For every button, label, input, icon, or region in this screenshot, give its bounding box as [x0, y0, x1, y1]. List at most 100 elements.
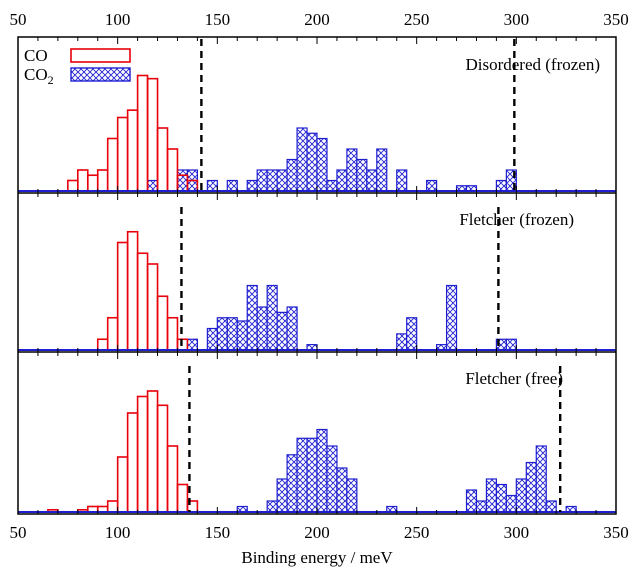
co2-bar: [286, 454, 298, 513]
co2-bar: [495, 179, 507, 192]
co2-bar: [396, 169, 408, 192]
co2-bar: [236, 320, 248, 351]
co-bar: [126, 412, 139, 513]
bottom-tick-label: 200: [304, 523, 330, 542]
co-bar: [156, 127, 169, 192]
legend-swatch-co: [70, 48, 131, 63]
co-bar: [166, 148, 179, 192]
co-bar: [136, 252, 149, 351]
co2-bar: [316, 428, 328, 513]
co2-bar: [366, 169, 378, 192]
co2-bar: [266, 169, 278, 192]
co2-bar: [336, 169, 348, 192]
co2-bar: [336, 467, 348, 513]
co2-bar: [525, 461, 537, 513]
co2-bar: [226, 179, 238, 192]
legend-label: CO2: [24, 65, 54, 87]
co2-bar: [276, 169, 288, 192]
top-tick-label: 150: [205, 10, 231, 29]
co2-bar: [296, 437, 308, 513]
top-tick-label: 100: [105, 10, 131, 29]
co-bar: [166, 445, 179, 513]
co-bar: [176, 483, 189, 513]
co2-bar: [406, 317, 418, 351]
legend-swatch-co2: [70, 67, 131, 82]
co2-bar: [286, 158, 298, 192]
co-bar: [146, 77, 159, 192]
co2-bar: [396, 333, 408, 351]
co2-bar: [326, 445, 338, 513]
co2-bar: [266, 284, 278, 351]
co-bar: [126, 109, 139, 192]
co2-bar: [276, 478, 288, 513]
co-bar: [146, 263, 159, 351]
co2-bar: [186, 338, 198, 351]
co2-bar: [246, 284, 258, 351]
co2-bar: [356, 158, 368, 192]
top-tick-label: 50: [10, 10, 27, 29]
co-bar: [106, 500, 119, 513]
co2-bar: [346, 478, 358, 513]
co2-bar: [465, 489, 478, 513]
co2-bar: [206, 327, 218, 351]
co2-bar: [306, 437, 318, 513]
co2-bar: [426, 179, 438, 192]
bottom-tick-label: 250: [404, 523, 430, 542]
top-tick-label: 200: [304, 10, 330, 29]
co2-bar: [545, 500, 557, 513]
co2-bar: [176, 169, 189, 192]
panels-layer: Disordered (frozen) Fletcher (frozen) Flet…: [18, 39, 616, 513]
co2-bar: [146, 179, 159, 192]
co2-bar: [346, 148, 358, 192]
top-tick-label: 250: [404, 10, 430, 29]
co2-bar: [535, 445, 547, 513]
ticks-layer: 50 50 100 100 150 150 200 200 250 250 300 300 350 350: [10, 10, 629, 542]
co-bar: [106, 137, 119, 192]
co2-bar: [445, 284, 458, 351]
co2-bar: [226, 317, 238, 351]
co-bar: [116, 116, 129, 192]
co-bar: [136, 74, 149, 192]
co-bar: [77, 169, 89, 192]
bottom-tick-label: 50: [10, 523, 27, 542]
co-bar: [136, 395, 149, 513]
co2-bar: [276, 311, 288, 351]
co2-bar: [216, 317, 228, 351]
co-bar: [96, 169, 109, 192]
co2-bar: [505, 494, 517, 513]
co-bar: [96, 338, 109, 351]
co2-bar: [256, 169, 268, 192]
bottom-tick-label: 350: [603, 523, 629, 542]
co2-bar: [485, 478, 497, 513]
legend-label: CO: [24, 46, 48, 65]
co2-bar: [206, 179, 218, 192]
co2-bar: [515, 478, 527, 513]
x-axis-title: Binding energy / meV: [241, 548, 393, 567]
co-bar: [116, 456, 129, 513]
co-bar: [106, 316, 119, 351]
co-bar: [156, 404, 169, 513]
co-bar: [166, 316, 179, 351]
co2-bar: [306, 132, 318, 192]
panel-3: Fletcher (free): [18, 366, 616, 513]
co-bar: [146, 390, 159, 513]
co2-bar: [326, 179, 338, 192]
co-bar: [156, 295, 169, 351]
co2-bar: [256, 306, 268, 351]
co2-bar: [475, 500, 488, 513]
co-bar: [67, 179, 79, 192]
co2-bar: [376, 148, 388, 192]
co2-bar: [495, 483, 507, 513]
co-bar: [126, 230, 139, 351]
co-bar: [86, 174, 99, 192]
co2-bar: [266, 500, 278, 513]
panel-label: Fletcher (free): [465, 369, 563, 388]
co2-bar: [246, 179, 258, 192]
panel-2: Fletcher (frozen): [18, 207, 616, 351]
top-tick-label: 300: [504, 10, 530, 29]
co2-bar: [316, 137, 328, 192]
bottom-tick-label: 300: [504, 523, 530, 542]
panel-label: Disordered (frozen): [465, 55, 600, 74]
